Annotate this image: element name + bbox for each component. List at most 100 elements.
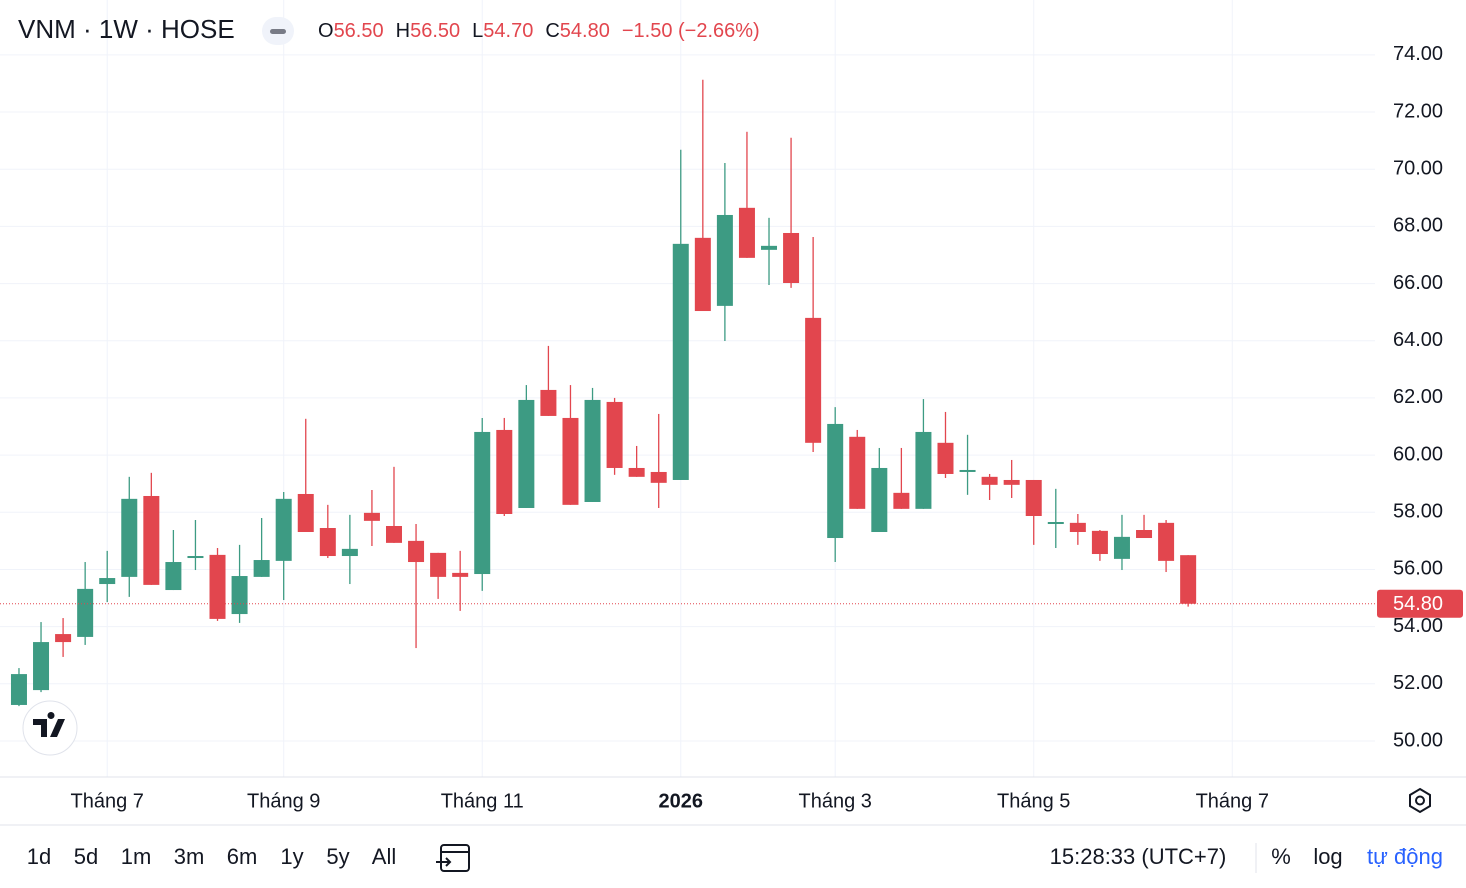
calendar-arrow xyxy=(436,857,452,867)
candle-body xyxy=(187,556,204,559)
candle-body xyxy=(408,540,425,563)
candle-body xyxy=(981,476,998,485)
candle-body xyxy=(143,495,160,585)
candle-body xyxy=(10,674,27,705)
candle-body xyxy=(297,493,314,533)
candle-body xyxy=(385,526,402,543)
date-range-button[interactable] xyxy=(436,844,470,872)
y-tick-label: 50.00 xyxy=(1393,729,1443,751)
candle-body xyxy=(1136,530,1153,539)
y-tick-label: 56.00 xyxy=(1393,558,1443,580)
candle-body xyxy=(959,469,976,472)
gear-icon[interactable] xyxy=(1409,787,1431,814)
x-tick-label: Tháng 11 xyxy=(441,790,524,812)
range-button[interactable]: 6m xyxy=(227,844,258,869)
candle-body xyxy=(915,431,932,509)
scale-options: % log tự động xyxy=(1271,844,1443,869)
candle-body xyxy=(1158,522,1175,561)
candle-body xyxy=(209,554,226,619)
hide-button-icon xyxy=(270,29,286,34)
y-tick-label: 54.00 xyxy=(1393,615,1443,637)
y-tick-label: 52.00 xyxy=(1393,672,1443,694)
candle-body xyxy=(783,232,800,284)
ohlc-label: H xyxy=(396,20,410,42)
candle-body xyxy=(275,498,292,561)
candle-body xyxy=(761,245,778,250)
candle-body xyxy=(584,399,601,502)
last-price-label: 54.80 xyxy=(1393,593,1443,615)
candle-body xyxy=(893,492,910,509)
x-tick-label: Tháng 3 xyxy=(798,790,871,812)
candle-body xyxy=(827,423,844,539)
range-button[interactable]: 1y xyxy=(280,844,303,869)
candle-body xyxy=(1113,536,1130,559)
y-tick-label: 68.00 xyxy=(1393,215,1443,237)
y-tick-label: 66.00 xyxy=(1393,272,1443,294)
calendar-icon[interactable] xyxy=(440,844,470,872)
candle-body xyxy=(540,389,557,416)
axes: 50.00 52.00 54.00 56.00 58.00 60.00 62.00 64.00… xyxy=(0,43,1463,812)
candle-body xyxy=(231,576,248,615)
settings-button[interactable] xyxy=(1409,787,1431,814)
candle-body xyxy=(738,207,755,258)
x-tick-label: Tháng 9 xyxy=(247,790,320,812)
candle-body xyxy=(33,642,50,691)
candle-body xyxy=(319,528,336,557)
range-button[interactable]: 1d xyxy=(27,844,51,869)
y-tick-label: 62.00 xyxy=(1393,386,1443,408)
scale-option[interactable]: % xyxy=(1271,844,1291,869)
candle-body xyxy=(1025,479,1042,516)
gear-hole xyxy=(1415,795,1425,806)
chart-title: VNM · 1W · HOSE xyxy=(18,14,235,44)
candle-body xyxy=(716,214,733,306)
candle-body xyxy=(606,401,623,468)
scale-option[interactable]: log xyxy=(1313,844,1342,869)
range-button[interactable]: 5d xyxy=(74,844,98,869)
candle-body xyxy=(77,588,94,637)
candle-body xyxy=(937,442,954,474)
candle-body xyxy=(430,552,447,577)
candle-body xyxy=(165,562,182,591)
ohlc-change: −1.50 (−2.66%) xyxy=(622,20,760,42)
scale-option[interactable]: tự động xyxy=(1367,844,1443,869)
candle-body xyxy=(55,634,72,643)
ohlc-value: 54.70 xyxy=(483,20,533,42)
candle-body xyxy=(99,578,116,585)
candle-body xyxy=(341,548,358,557)
y-tick-label: 72.00 xyxy=(1393,100,1443,122)
range-button[interactable]: 3m xyxy=(174,844,205,869)
ohlc-label: L xyxy=(472,20,483,42)
y-tick-label: 74.00 xyxy=(1393,43,1443,65)
range-button[interactable]: 1m xyxy=(121,844,152,869)
range-buttons: 1d 5d 1m 3m 6m 1y 5y All xyxy=(27,844,396,869)
logo[interactable] xyxy=(22,700,78,756)
candle-body xyxy=(121,498,138,577)
candle-body xyxy=(518,399,535,508)
candle-body xyxy=(1047,522,1064,525)
x-tick-label: Tháng 7 xyxy=(1196,790,1269,812)
candle-body xyxy=(474,431,491,575)
candle-body xyxy=(496,429,513,514)
ohlc-label: C xyxy=(545,20,559,42)
y-tick-label: 64.00 xyxy=(1393,329,1443,351)
y-tick-label: 70.00 xyxy=(1393,158,1443,180)
candle-body xyxy=(1091,530,1108,555)
logo-circle[interactable] xyxy=(22,700,78,756)
range-button[interactable]: All xyxy=(372,844,396,869)
range-button[interactable]: 5y xyxy=(326,844,349,869)
candle-body xyxy=(694,237,711,312)
candle-body xyxy=(672,243,689,480)
candle-body xyxy=(562,417,579,505)
y-tick-label: 60.00 xyxy=(1393,443,1443,465)
candle-body xyxy=(849,436,866,509)
hide-button[interactable] xyxy=(262,17,294,45)
candle-body xyxy=(452,572,469,577)
ohlc-value: 56.50 xyxy=(334,20,384,42)
candle-body xyxy=(871,467,888,533)
last-price-badge xyxy=(1377,589,1463,618)
clock: 15:28:33 (UTC+7) xyxy=(1050,844,1227,869)
candles xyxy=(10,79,1197,707)
x-tick-label: Tháng 5 xyxy=(997,790,1070,812)
ohlc-value: 54.80 xyxy=(560,20,610,42)
